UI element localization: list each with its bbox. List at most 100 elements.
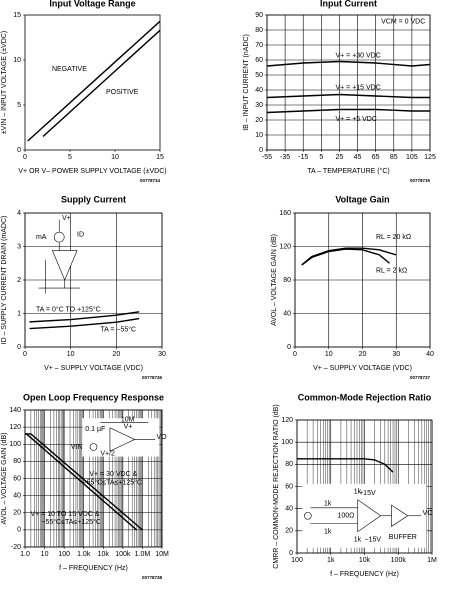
series-line [29,311,140,323]
y-tick-label: 140 [9,407,21,414]
x-tick-label: 5 [319,154,323,161]
series-line [42,29,161,138]
inset-label: 100Ω [338,513,355,520]
x-axis-label: TA – TEMPERATURE (°C) [307,167,390,175]
x-tick-label: 25 [336,154,344,161]
x-tick-label: 65 [372,154,380,161]
x-tick-label: 10 [325,351,333,358]
y-tick-label: 120 [279,243,291,250]
chart-title: Voltage Gain [335,194,389,204]
x-tick-label: 20 [112,351,120,358]
inset-label: VO [423,510,434,517]
x-tick-label: 30 [158,351,166,358]
y-tick-label: 20 [13,510,21,517]
y-tick-label: 40 [285,506,293,513]
inset-label: mA [36,234,47,241]
inset-label: ID [77,231,84,238]
annotation: V+ = +30 VDC [335,52,380,59]
x-tick-label: 1M [427,557,437,564]
y-axis-label: IB – INPUT CURRENT (nADC) [243,34,250,131]
x-axis-label: V+ – SUPPLY VOLTAGE (VDC) [44,365,143,372]
series-line [266,93,430,99]
x-tick-label: 45 [354,154,362,161]
x-tick-label: 85 [390,154,398,161]
chart-title: Input Voltage Range [49,0,135,8]
y-tick-label: 50 [255,72,263,79]
x-tick-label: 10 [41,551,49,558]
x-tick-label: 10M [155,551,169,558]
annotation: TA = −55°C [100,325,136,333]
x-tick-label: 0 [293,351,297,358]
inset-label: BUFFER [389,534,417,541]
y-tick-label: 20 [285,528,293,535]
series-line [25,433,138,531]
inset-opamp [357,499,382,533]
y-tick-label: 15 [13,12,21,19]
annotation: VCM = 0 VDC [381,19,425,26]
y-tick-label: 4 [17,210,21,217]
y-tick-label: 60 [255,57,263,64]
annotation: V+ = 30 VDC & [89,471,137,478]
x-tick-label: 1.0k [77,551,91,558]
y-tick-label: 5 [17,102,21,109]
y-tick-label: 0 [259,147,263,154]
inset-label: 1k [324,501,332,508]
y-tick-label: 80 [255,27,263,34]
inset-label: +15V [359,490,376,497]
x-tick-label: 5 [68,154,72,161]
inset-meter [53,231,65,243]
x-tick-label: -55 [262,154,272,161]
x-tick-label: 125 [424,154,436,161]
inset-label: 1k [354,537,362,544]
y-tick-label: 160 [279,210,291,217]
y-tick-label: 40 [283,310,291,317]
y-tick-label: 30 [255,102,263,109]
y-tick-label: 80 [283,277,291,284]
x-tick-label: 0 [23,154,27,161]
x-tick-label: 100k [115,551,131,558]
inset-opamp [51,250,78,281]
y-tick-label: 3 [17,243,21,250]
inset-label: 1k [324,529,332,536]
plot-frame [266,14,431,151]
inset-label: 1k [354,489,362,496]
inset-label: VIN [71,444,83,451]
inset-label: VO [157,434,168,441]
plot-frame [296,419,433,554]
annotation: POSITIVE [106,89,139,96]
inset-opamp [109,427,136,452]
x-tick-label: 105 [406,154,418,161]
inset-label: V+ [124,423,133,430]
x-tick-label: 1.0 [20,551,30,558]
figure-code: 00778735 [410,178,431,183]
inset-source [303,511,312,520]
y-tick-label: 0 [17,344,21,351]
x-tick-label: -15 [298,154,308,161]
inset-label: −15V [365,537,382,544]
series-line [266,108,430,114]
inset-label: 0.1 µF [85,426,105,433]
y-tick-label: 80 [285,461,293,468]
figure-code: 00778738 [142,575,163,580]
y-axis-label: ±VIN – INPUT VOLTAGE (±VDC) [1,31,8,134]
inset-label: V+/2 [100,451,115,458]
y-axis-label: AVOL – VOLTAGE GAIN (dB) [271,234,278,326]
annotation: RL = 2 kΩ [376,267,407,274]
x-tick-label: 20 [359,351,367,358]
series-line [301,247,397,266]
x-tick-label: -35 [280,154,290,161]
y-tick-label: 10 [13,57,21,64]
x-tick-label: 100 [291,557,303,564]
annotation: RL = 20 kΩ [376,234,411,241]
y-tick-label: 0 [17,147,21,154]
y-tick-label: 20 [255,117,263,124]
inset-source [89,443,98,451]
x-tick-label: 0 [23,351,27,358]
y-tick-label: 10 [255,132,263,139]
chart-title: Open Loop Frequency Response [23,392,164,402]
series-line [301,248,390,266]
x-tick-label: 30 [392,351,400,358]
x-tick-label: 10k [359,557,371,564]
figure-code: 00778734 [140,178,161,183]
